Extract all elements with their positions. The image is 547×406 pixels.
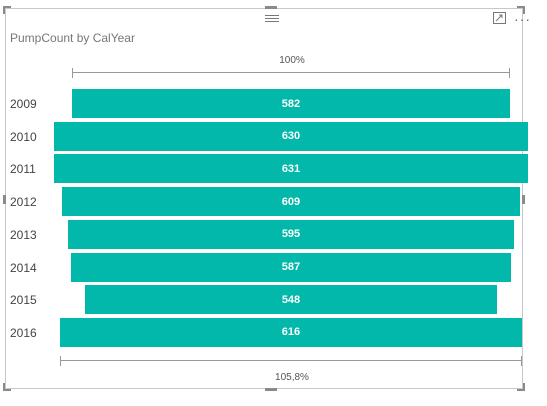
bottom-bracket <box>60 356 522 366</box>
funnel-bar-2010[interactable]: 630 <box>54 121 528 151</box>
bottom-percent-label: 105,8% <box>275 372 309 383</box>
visual-title: PumpCount by CalYear <box>10 31 135 45</box>
funnel-bar-2015[interactable]: 548 <box>85 285 497 315</box>
funnel-bar-2013[interactable]: 595 <box>67 219 515 249</box>
resize-handle-bottom-right[interactable] <box>517 389 525 391</box>
resize-handle-bottom-left-v[interactable] <box>3 383 5 391</box>
category-label-2009: 2009 <box>10 97 37 111</box>
category-label-2013: 2013 <box>10 227 37 242</box>
resize-handle-bottom-mid[interactable] <box>265 388 277 391</box>
funnel-bar-2016[interactable]: 616 <box>59 317 523 347</box>
resize-handle-bottom-left[interactable] <box>3 389 11 391</box>
funnel-bar-2014[interactable]: 587 <box>70 252 512 282</box>
top-percent-label: 100% <box>279 55 305 66</box>
funnel-bar-2012[interactable]: 609 <box>62 187 520 217</box>
category-label-2010: 2010 <box>10 129 37 144</box>
bar-value-label: 609 <box>281 195 301 208</box>
bar-value-label: 587 <box>281 261 301 273</box>
bar-value-label: 582 <box>281 97 301 110</box>
resize-handle-top-mid[interactable] <box>265 6 277 9</box>
drag-gripper-icon[interactable] <box>265 14 279 22</box>
resize-handle-top-left[interactable] <box>3 6 11 8</box>
resize-handle-top-right[interactable] <box>517 6 525 8</box>
bar-value-label: 631 <box>281 162 301 175</box>
bar-value-label: 616 <box>281 326 301 339</box>
resize-handle-right-mid[interactable] <box>522 195 525 204</box>
bar-value-label: 630 <box>281 130 301 143</box>
category-label-2012: 2012 <box>10 195 37 210</box>
focus-mode-icon[interactable] <box>493 12 506 24</box>
resize-handle-top-left-v[interactable] <box>3 6 5 14</box>
bar-value-label: 595 <box>281 228 301 241</box>
funnel-bar-2011[interactable]: 631 <box>54 154 528 184</box>
more-options-icon[interactable]: ··· <box>514 11 531 27</box>
bar-value-label: 548 <box>281 293 301 306</box>
category-label-2011: 2011 <box>10 162 36 177</box>
resize-handle-top-right-v[interactable] <box>523 6 525 14</box>
funnel-bar-2009[interactable]: 582 <box>72 89 510 118</box>
top-bracket <box>72 68 510 78</box>
category-label-2014: 2014 <box>10 260 37 275</box>
resize-handle-left-mid[interactable] <box>3 195 6 204</box>
resize-handle-bottom-right-v[interactable] <box>523 383 525 391</box>
category-label-2015: 2015 <box>10 293 37 308</box>
category-label-2016: 2016 <box>10 325 37 340</box>
